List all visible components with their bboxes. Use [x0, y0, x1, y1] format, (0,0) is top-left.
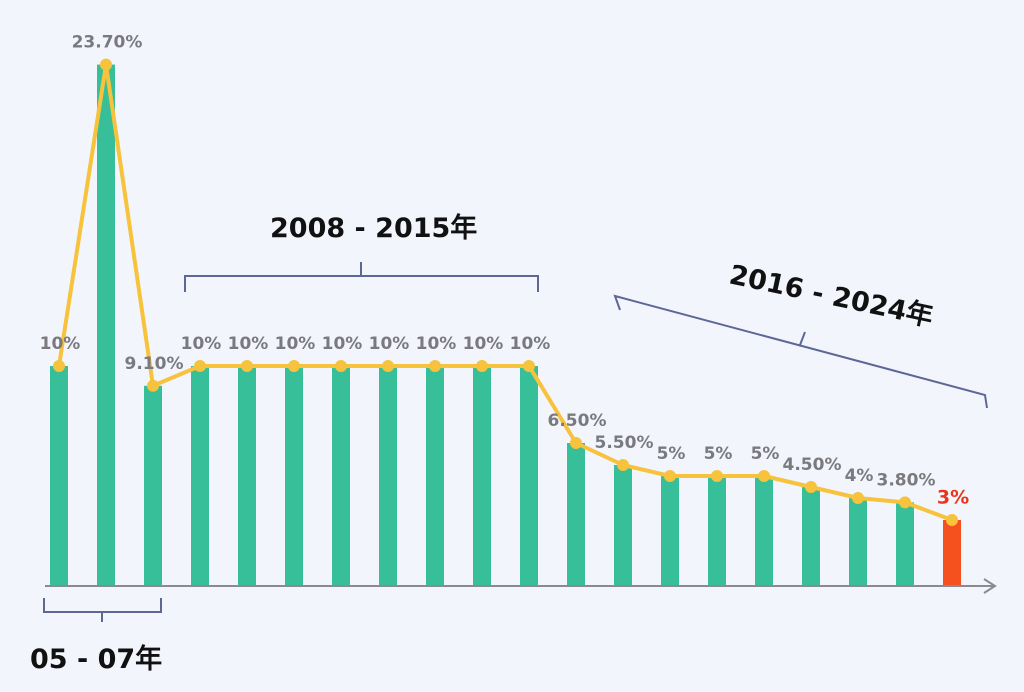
bar-2009 [238, 366, 256, 586]
data-label-2021: 4.50% [783, 455, 842, 475]
data-label-2006: 23.70% [72, 33, 143, 53]
group-bracket-2016-2024: 2016 - 2024年 [613, 259, 988, 409]
point-2013 [429, 360, 441, 372]
bar-2024 [943, 520, 961, 586]
point-2021 [805, 481, 817, 493]
point-2016 [570, 437, 582, 449]
data-label-2012: 10% [369, 334, 410, 354]
x-axis [45, 578, 997, 594]
point-2017 [617, 459, 629, 471]
data-label-2020: 5% [751, 444, 780, 464]
data-label-2005: 10% [40, 334, 81, 354]
bar-2020 [755, 476, 773, 586]
point-2009 [241, 360, 253, 372]
data-label-2024: 3% [937, 487, 969, 509]
bar-2021 [802, 487, 820, 586]
bar-2012 [379, 366, 397, 586]
data-label-2022: 4% [845, 466, 874, 486]
bar-2007 [144, 385, 162, 586]
point-2023 [899, 496, 911, 509]
data-label-2011: 10% [322, 334, 363, 354]
point-2022 [852, 492, 864, 504]
data-label-2018: 5% [657, 444, 686, 464]
point-2012 [382, 360, 394, 372]
data-label-2017: 5.50% [595, 433, 654, 453]
bar-2019 [708, 476, 726, 586]
bar-2013 [426, 366, 444, 586]
point-2014 [476, 360, 488, 372]
point-2024 [946, 514, 958, 526]
group-bracket-2008-2015: 2008 - 2015年 [184, 212, 539, 292]
group-label-2008-2015: 2008 - 2015年 [270, 212, 477, 244]
point-2011 [335, 360, 347, 372]
group-label-2016-2024: 2016 - 2024年 [727, 259, 936, 333]
bar-2015 [520, 366, 538, 586]
bar-2006 [97, 64, 115, 587]
bar-2014 [473, 366, 491, 586]
data-label-2013: 10% [416, 334, 457, 354]
bar-2005 [50, 366, 68, 586]
bar-2017 [614, 465, 632, 586]
point-2010 [288, 360, 300, 372]
point-2018 [664, 470, 676, 482]
point-2020 [758, 470, 770, 482]
bar-2016 [567, 443, 585, 586]
point-2019 [711, 470, 723, 482]
bars [50, 64, 961, 587]
trend-line [57, 62, 953, 522]
data-label-2008: 10% [181, 334, 222, 354]
points [53, 58, 958, 526]
bar-2023 [896, 502, 914, 586]
point-2015 [523, 360, 535, 372]
group-label-2005-2007: 05 - 07年 [30, 643, 162, 675]
bar-2008 [191, 366, 209, 586]
bar-2011 [332, 366, 350, 586]
point-2008 [194, 360, 206, 372]
bar-2018 [661, 476, 679, 586]
data-label-2009: 10% [228, 334, 269, 354]
data-labels: 10%23.70%9.10%10% 10% 10% 10% 10% 10% 10% 10%6.… [40, 33, 969, 509]
group-bracket-2005-2007: 05 - 07年 [30, 598, 162, 675]
bar-2010 [285, 366, 303, 586]
data-label-2014: 10% [463, 334, 504, 354]
point-2006 [100, 58, 112, 71]
bar-2022 [849, 498, 867, 586]
point-2007 [147, 379, 159, 392]
data-label-2015: 10% [510, 334, 551, 354]
data-label-2007: 9.10% [125, 354, 184, 374]
data-label-2023: 3.80% [877, 470, 936, 490]
data-label-2010: 10% [275, 334, 316, 354]
data-label-2019: 5% [704, 444, 733, 464]
point-2005 [53, 360, 65, 372]
data-label-2016: 6.50% [548, 411, 607, 431]
